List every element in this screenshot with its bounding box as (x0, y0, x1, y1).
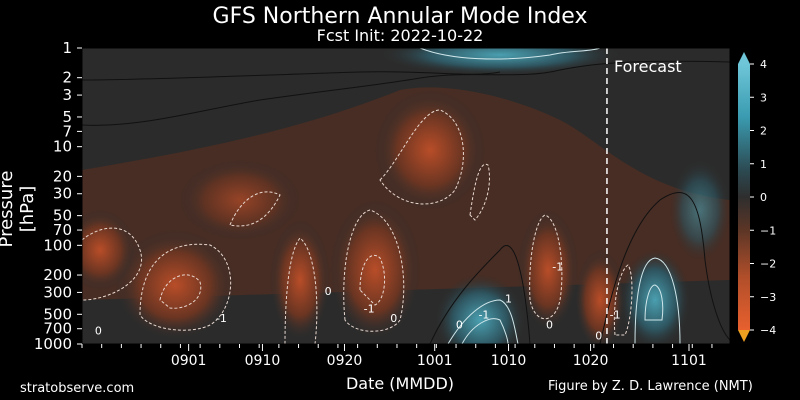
colorbar-min-arrow (738, 330, 750, 342)
contour-pos-1028b (644, 284, 664, 321)
neg-blob-1018 (518, 210, 578, 330)
pos-blob-1028 (620, 250, 690, 344)
x-tick-label: 1010 (491, 353, 527, 369)
contour-label: -1 (478, 308, 489, 321)
y-tick-label: 50 (53, 207, 72, 225)
contour-label: -1 (552, 261, 563, 274)
contour-label: 0 (95, 324, 102, 337)
y-tick-label: 500 (43, 305, 72, 323)
colorbar-tick-label: 2 (760, 125, 767, 138)
forecast-label: Forecast (614, 57, 682, 76)
colorbar-tick-label: 3 (760, 91, 767, 104)
colorbar-tick-label: 0 (760, 191, 767, 204)
colorbar-tick-label: −2 (760, 258, 776, 271)
y-tick-label: 200 (43, 266, 72, 284)
contour-label: 0 (595, 329, 602, 342)
colorbar: 4 3 2 1 0 −1 −2 −3 −4 (738, 52, 776, 342)
source-credit: stratobserve.com (20, 381, 135, 396)
plot-area (82, 48, 730, 344)
neg-blob-0915 (270, 220, 330, 340)
y-tick-label: 3 (62, 86, 72, 104)
chart-subtitle: Fcst Init: 2022-10-22 (316, 26, 484, 45)
y-tick-label: 70 (53, 221, 72, 239)
contour-labels: 0 -1 0 -1 -1 1 0 -1 0 -1 0 0 (95, 261, 621, 343)
colorbar-tick-label: 1 (760, 158, 767, 171)
contour-pos-1010b (461, 318, 509, 344)
author-credit: Figure by Z. D. Lawrence (NMT) (548, 379, 753, 394)
contour-zero-upper2 (82, 71, 501, 81)
pos-blob-top (380, 48, 620, 75)
colorbar-body (738, 64, 750, 330)
y-tick-label: 1 (62, 39, 72, 57)
dashed-negative-contours (82, 109, 633, 344)
neg-blob-0910 (180, 160, 300, 240)
pos-blob-1010 (435, 275, 525, 344)
colorbar-ticks: 4 3 2 1 0 −1 −2 −3 −4 (750, 58, 776, 337)
y-tick-label: 100 (43, 236, 72, 254)
y-tick-label: 300 (43, 283, 72, 301)
contour-zero-upper (82, 60, 730, 126)
contour-pos-1010 (447, 299, 519, 344)
x-tick-label: 1101 (671, 353, 707, 369)
contour-pos-1028 (634, 257, 681, 344)
x-tick-label: 1020 (573, 353, 609, 369)
y-tick-label: 5 (62, 108, 72, 126)
colorbar-max-arrow (738, 52, 750, 64)
y-tick-label: 2 (62, 69, 72, 87)
contour-label: 0 (325, 285, 332, 298)
x-axis-label: Date (MMDD) (345, 374, 455, 393)
contour-zero-lower (599, 192, 730, 344)
colorbar-tick-label: −3 (760, 291, 776, 304)
contour-label: -1 (610, 308, 621, 321)
contour-pos-top (419, 48, 601, 60)
neg-blob-1003 (375, 90, 485, 210)
x-tick-label: 0920 (327, 353, 363, 369)
colorbar-tick-label: −4 (760, 324, 776, 337)
contour-label: 0 (456, 319, 463, 332)
x-tick-label: 0901 (171, 353, 207, 369)
contour-label: 0 (390, 312, 397, 325)
y-tick-label: 700 (43, 320, 72, 338)
neg-blob-0901 (115, 230, 235, 340)
x-axis-ticks: 0901 0910 0920 1001 1010 1020 1101 (81, 344, 713, 369)
x-tick-label: 1001 (417, 353, 453, 369)
contour-label: -1 (216, 312, 227, 325)
contour-label: 0 (546, 319, 553, 332)
x-tick-label: 0910 (245, 353, 281, 369)
contour-label: -1 (364, 303, 375, 316)
y-tick-label: 1000 (34, 335, 72, 353)
y-tick-label: 7 (62, 122, 72, 140)
colorbar-tick-label: 4 (760, 58, 767, 71)
neg-blob-0925 (330, 200, 420, 340)
y-tick-label: 20 (53, 167, 72, 185)
colorbar-tick-label: −1 (760, 224, 776, 237)
chart-title: GFS Northern Annular Mode Index (212, 4, 588, 29)
pos-blob-1101 (670, 160, 730, 260)
plot-frame (81, 47, 731, 345)
neg-blob-0830 (82, 210, 135, 290)
y-tick-label: 30 (53, 185, 72, 203)
y-tick-label: 10 (53, 138, 72, 156)
neg-blob-1025 (575, 250, 625, 344)
contour-label: 1 (505, 293, 512, 306)
contour-zero-1010 (429, 245, 531, 344)
